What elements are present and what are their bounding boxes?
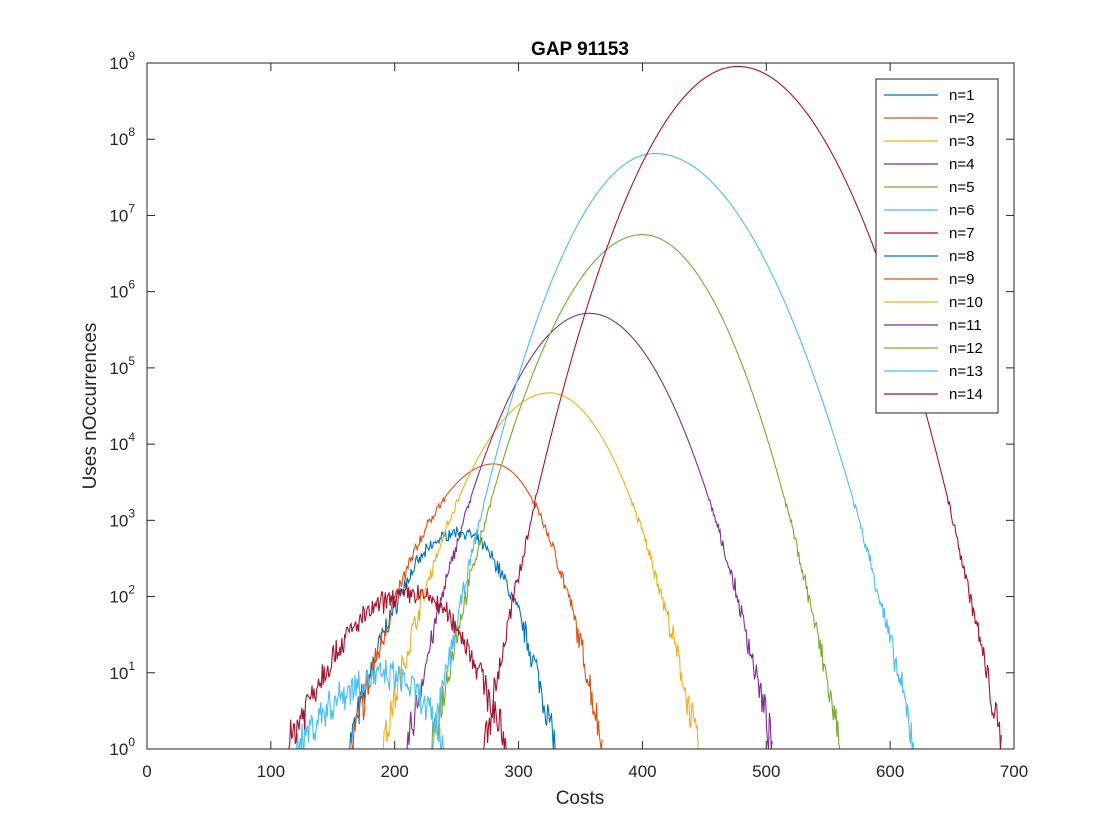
x-tick-label: 600 (876, 762, 904, 781)
legend-label: n=13 (949, 363, 983, 380)
y-tick-label: 101 (109, 659, 135, 683)
y-tick-exponent: 4 (128, 430, 135, 444)
y-tick-base: 10 (109, 511, 128, 530)
x-tick-label: 200 (381, 762, 409, 781)
legend-label: n=2 (949, 110, 974, 127)
y-axis-label: Uses nOccurrences (80, 323, 101, 490)
y-tick-base: 10 (109, 54, 128, 73)
x-axis-label: Costs (556, 788, 605, 809)
y-tick-exponent: 0 (128, 735, 135, 749)
y-tick-label: 100 (109, 735, 135, 759)
y-tick-exponent: 7 (128, 201, 135, 215)
legend-label: n=5 (949, 179, 974, 196)
series-line-n=14 (287, 583, 507, 750)
y-tick-exponent: 9 (128, 49, 135, 63)
y-tick-exponent: 8 (128, 125, 135, 139)
x-tick-label: 100 (257, 762, 285, 781)
legend-label: n=11 (949, 317, 982, 334)
series-line-n=4 (406, 312, 773, 750)
y-tick-label: 106 (109, 278, 135, 302)
ticks-layer: 0 100 200 300 400 500 600 700100101102103104105… (109, 49, 1028, 781)
y-tick-exponent: 5 (128, 354, 135, 368)
y-tick-label: 107 (109, 201, 135, 225)
legend-label: n=14 (949, 386, 983, 403)
y-tick-label: 108 (109, 125, 135, 149)
y-tick-label: 104 (109, 430, 135, 454)
y-tick-base: 10 (109, 588, 128, 607)
y-tick-exponent: 3 (128, 506, 135, 520)
y-tick-base: 10 (109, 130, 128, 149)
legend-label: n=1 (949, 87, 974, 104)
x-tick-label: 500 (752, 762, 780, 781)
legend-label: n=9 (949, 271, 974, 288)
plot-area (146, 62, 1015, 751)
legend-box (875, 78, 999, 414)
y-tick-exponent: 2 (128, 583, 135, 597)
y-tick-base: 10 (109, 740, 128, 759)
x-tick-label: 700 (1000, 762, 1028, 781)
legend-label: n=4 (949, 156, 974, 173)
legend-label: n=3 (949, 133, 974, 150)
series-line-n=1 (348, 526, 556, 750)
plot-frame (146, 62, 1015, 750)
legend: n=1 n=2 n=3 n=4 n=5 n=6 n=7 n=8 n=9 n=10 n=11 n=12 n… (875, 78, 999, 414)
legend-label: n=6 (949, 202, 974, 219)
series-line-n=13 (295, 659, 445, 751)
x-tick-label: 400 (628, 762, 656, 781)
y-tick-base: 10 (109, 664, 128, 683)
y-tick-base: 10 (109, 283, 128, 302)
y-tick-base: 10 (109, 206, 128, 225)
series-line-n=6 (431, 152, 915, 750)
legend-label: n=8 (949, 248, 974, 265)
legend-label: n=10 (949, 294, 983, 311)
chart-title: GAP 91153 (531, 39, 629, 60)
y-tick-exponent: 1 (128, 659, 135, 673)
y-tick-exponent: 6 (128, 278, 135, 292)
y-tick-label: 103 (109, 506, 135, 530)
legend-label: n=12 (949, 340, 983, 357)
y-tick-label: 109 (109, 49, 135, 73)
x-tick-label: 300 (504, 762, 532, 781)
y-tick-label: 102 (109, 583, 135, 607)
legend-label: n=7 (949, 225, 974, 242)
x-tick-label: 0 (142, 762, 151, 781)
y-tick-base: 10 (109, 435, 128, 454)
y-tick-base: 10 (109, 359, 128, 378)
series-line-n=3 (382, 392, 699, 750)
y-tick-label: 105 (109, 354, 135, 378)
series-line-n=5 (431, 234, 841, 750)
